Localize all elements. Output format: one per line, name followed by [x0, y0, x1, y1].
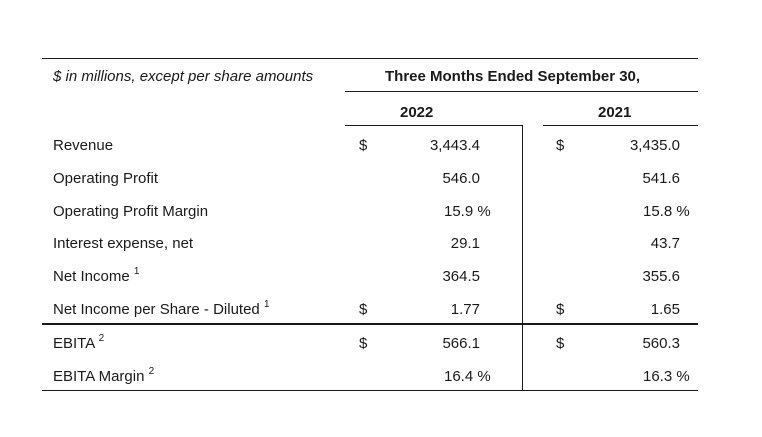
row-label: Interest expense, net	[53, 235, 194, 252]
footnote-marker: 2	[148, 366, 155, 377]
value-2022: 15.9 %	[444, 203, 491, 220]
value-2022: 29.1	[450, 235, 480, 252]
period-header-rule	[345, 91, 698, 92]
value-2022: 546.0	[442, 170, 480, 187]
row-label: Revenue	[53, 137, 114, 154]
year-2021-rule	[543, 125, 698, 126]
value-2022: 364.5	[442, 268, 480, 285]
currency-2021: $	[556, 335, 565, 352]
currency-2021: $	[556, 137, 565, 154]
row-label: Operating Profit Margin	[53, 203, 209, 220]
table-top-rule	[42, 58, 698, 59]
value-2022: 16.4 %	[444, 368, 491, 385]
value-2021: 15.8 %	[643, 203, 690, 220]
row-label: Net Income 1	[53, 266, 140, 285]
currency-2022: $	[359, 137, 368, 154]
year-2022-header: 2022	[400, 104, 434, 121]
value-2021: 16.3 %	[643, 368, 690, 385]
value-2021: 1.65	[650, 301, 680, 318]
footnote-marker: 2	[98, 333, 105, 344]
currency-2022: $	[359, 301, 368, 318]
value-2021: 560.3	[642, 335, 680, 352]
footnote-marker: 1	[133, 266, 140, 277]
ebita-section-rule	[42, 323, 698, 325]
row-label: Net Income per Share - Diluted 1	[53, 299, 270, 318]
value-2021: 43.7	[650, 235, 680, 252]
footnote-marker: 1	[263, 299, 270, 310]
value-2021: 3,435.0	[629, 137, 680, 154]
value-2022: 3,443.4	[429, 137, 480, 154]
year-2021-header: 2021	[598, 104, 632, 121]
period-header: Three Months Ended September 30,	[385, 68, 641, 85]
row-label: Operating Profit	[53, 170, 159, 187]
table-bottom-rule	[42, 390, 698, 391]
value-2022: 1.77	[450, 301, 480, 318]
currency-2022: $	[359, 335, 368, 352]
currency-2021: $	[556, 301, 565, 318]
value-2021: 541.6	[642, 170, 680, 187]
column-divider	[522, 125, 523, 390]
row-label: EBITA 2	[53, 333, 105, 352]
units-note: $ in millions, except per share amounts	[53, 68, 314, 85]
value-2021: 355.6	[642, 268, 680, 285]
row-label: EBITA Margin 2	[53, 366, 155, 385]
value-2022: 566.1	[442, 335, 480, 352]
year-2022-rule	[345, 125, 522, 126]
